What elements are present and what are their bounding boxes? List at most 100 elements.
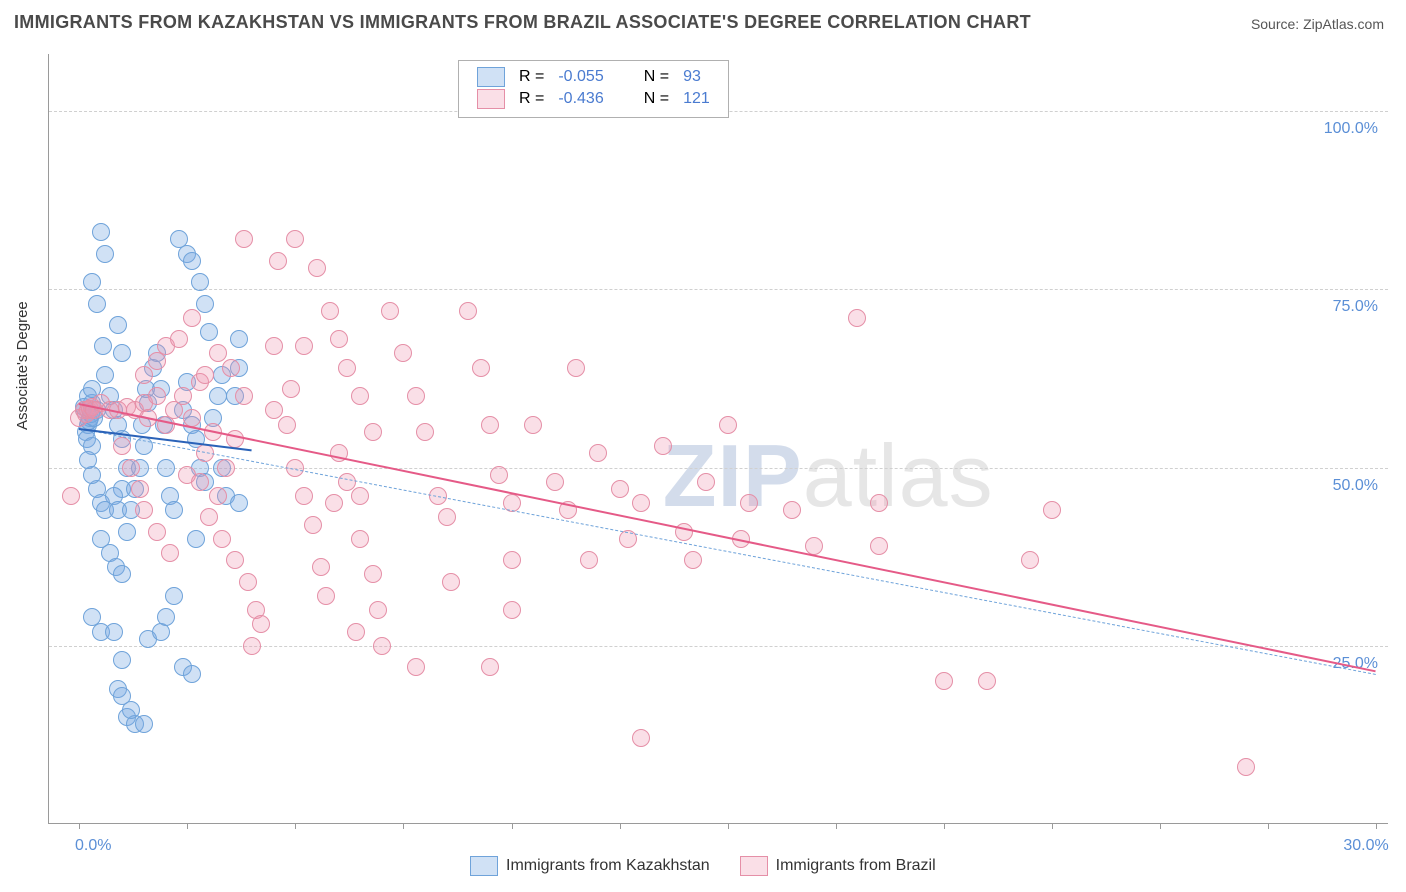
data-point — [870, 494, 888, 512]
data-point — [364, 423, 382, 441]
trend-line — [79, 428, 1376, 675]
legend-r-label: R = — [513, 89, 550, 109]
data-point — [611, 480, 629, 498]
data-point — [157, 608, 175, 626]
x-tick-label: 0.0% — [75, 837, 111, 855]
data-point — [135, 366, 153, 384]
data-point — [122, 701, 140, 719]
data-point — [269, 252, 287, 270]
data-point — [783, 501, 801, 519]
data-point — [364, 565, 382, 583]
legend-item: Immigrants from Kazakhstan — [470, 856, 710, 876]
data-point — [196, 366, 214, 384]
data-point — [684, 551, 702, 569]
data-point — [325, 494, 343, 512]
data-point — [183, 665, 201, 683]
y-tick-label: 50.0% — [1333, 477, 1378, 495]
source-link[interactable]: ZipAtlas.com — [1303, 16, 1384, 32]
data-point — [459, 302, 477, 320]
data-point — [92, 223, 110, 241]
data-point — [200, 508, 218, 526]
plot-area: ZIPatlas 25.0%50.0%75.0%100.0%0.0%30.0% — [48, 54, 1388, 824]
data-point — [83, 273, 101, 291]
data-point — [174, 387, 192, 405]
y-tick-label: 100.0% — [1324, 120, 1378, 138]
data-point — [96, 366, 114, 384]
data-point — [213, 530, 231, 548]
data-point — [226, 430, 244, 448]
data-point — [740, 494, 758, 512]
data-point — [217, 459, 235, 477]
data-point — [118, 523, 136, 541]
x-tick — [944, 823, 945, 829]
data-point — [295, 487, 313, 505]
legend-swatch — [477, 67, 505, 87]
x-tick — [1268, 823, 1269, 829]
data-point — [230, 494, 248, 512]
data-point — [351, 387, 369, 405]
legend-series-label: Immigrants from Kazakhstan — [506, 857, 710, 875]
data-point — [170, 330, 188, 348]
x-tick — [620, 823, 621, 829]
data-point — [472, 359, 490, 377]
legend-swatch — [477, 89, 505, 109]
data-point — [230, 330, 248, 348]
data-point — [347, 623, 365, 641]
data-point — [183, 252, 201, 270]
data-point — [187, 530, 205, 548]
gridline — [49, 289, 1388, 290]
legend-n-value: 121 — [677, 89, 716, 109]
data-point — [113, 437, 131, 455]
legend-series-label: Immigrants from Brazil — [776, 857, 936, 875]
legend-swatch — [470, 856, 498, 876]
x-tick — [295, 823, 296, 829]
source-prefix: Source: — [1251, 16, 1303, 32]
data-point — [481, 416, 499, 434]
data-point — [805, 537, 823, 555]
source-credit: Source: ZipAtlas.com — [1251, 16, 1384, 32]
data-point — [235, 387, 253, 405]
data-point — [330, 330, 348, 348]
data-point — [200, 323, 218, 341]
data-point — [697, 473, 715, 491]
gridline — [49, 468, 1388, 469]
data-point — [282, 380, 300, 398]
data-point — [286, 230, 304, 248]
legend-r-value: -0.055 — [552, 67, 609, 87]
data-point — [304, 516, 322, 534]
data-point — [183, 309, 201, 327]
data-point — [1021, 551, 1039, 569]
y-tick-label: 75.0% — [1333, 298, 1378, 316]
data-point — [235, 230, 253, 248]
chart-container: IMMIGRANTS FROM KAZAKHSTAN VS IMMIGRANTS… — [0, 0, 1406, 892]
data-point — [113, 344, 131, 362]
data-point — [935, 672, 953, 690]
data-point — [394, 344, 412, 362]
legend-n-label: N = — [638, 89, 675, 109]
data-point — [79, 451, 97, 469]
data-point — [94, 337, 112, 355]
data-point — [135, 715, 153, 733]
x-tick — [79, 823, 80, 829]
data-point — [407, 658, 425, 676]
data-point — [226, 551, 244, 569]
data-point — [113, 565, 131, 583]
data-point — [567, 359, 585, 377]
data-point — [161, 544, 179, 562]
data-point — [88, 295, 106, 313]
data-point — [148, 387, 166, 405]
data-point — [580, 551, 598, 569]
data-point — [503, 601, 521, 619]
data-point — [317, 587, 335, 605]
data-point — [209, 487, 227, 505]
data-point — [191, 473, 209, 491]
data-point — [222, 359, 240, 377]
x-tick — [1160, 823, 1161, 829]
data-point — [719, 416, 737, 434]
data-point — [131, 480, 149, 498]
data-point — [407, 387, 425, 405]
data-point — [122, 459, 140, 477]
x-tick — [512, 823, 513, 829]
data-point — [524, 416, 542, 434]
x-tick — [403, 823, 404, 829]
